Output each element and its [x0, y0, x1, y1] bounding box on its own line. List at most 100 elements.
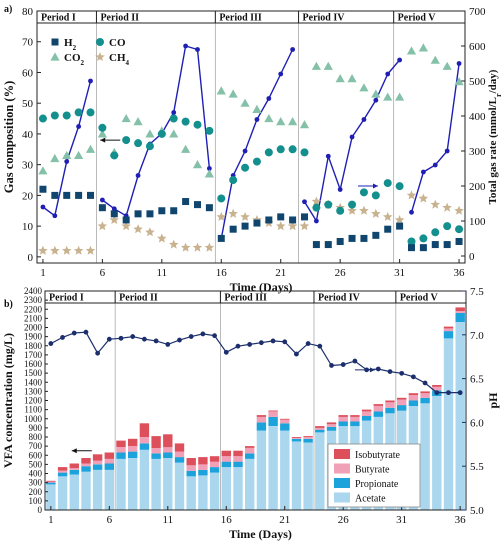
triangle-point	[323, 61, 333, 70]
y-tick-label-left: 700	[29, 441, 43, 451]
legend-label: Acetate	[355, 494, 386, 505]
star-point	[204, 242, 215, 252]
annotation-arrow-head	[100, 137, 106, 143]
bar-acetate	[46, 484, 56, 510]
bar-butyrate	[186, 465, 196, 471]
y-tick-label-left: 1800	[24, 341, 43, 351]
x-tick-label: 1	[48, 514, 54, 526]
y-tick-label-right: 0	[469, 251, 475, 263]
circle-point	[205, 126, 214, 135]
circle-point	[407, 237, 416, 246]
y-tick-label-left: 100	[29, 496, 43, 506]
legend-label-sub: 2	[73, 44, 77, 52]
ph-point	[83, 329, 89, 335]
star-point	[157, 233, 167, 243]
triangle-point	[454, 77, 464, 86]
chart-panel-b: b) Period I Period II Period III Period IV Pe…	[1, 286, 500, 541]
ph-point	[294, 351, 299, 357]
series-1	[38, 108, 464, 246]
y-tick-label-left: 40	[22, 129, 34, 141]
y-tick-label-left: 1400	[24, 377, 43, 387]
triangle-point	[121, 113, 131, 123]
ph-point	[71, 330, 77, 336]
ph-point	[422, 380, 428, 386]
y-tick-label-left: 300	[29, 478, 43, 488]
star-point	[216, 211, 226, 221]
y-tick-label-right: 6.5	[470, 374, 484, 386]
x-tick-label: 6	[107, 514, 113, 526]
bar-butyrate	[221, 456, 231, 462]
x-tick-label: 36	[455, 514, 467, 526]
star-point	[180, 242, 191, 252]
y-tick-label-left: 1600	[24, 359, 43, 369]
bar-butyrate	[163, 447, 173, 453]
bar-isobutyrate	[174, 443, 185, 452]
bar-isobutyrate	[432, 385, 442, 387]
ph-point	[329, 363, 334, 368]
star-point	[109, 215, 119, 224]
y-axis-title-right-tail: /day)	[487, 69, 499, 94]
gas-rate-point	[456, 61, 462, 66]
square-point	[134, 210, 142, 218]
bar-butyrate	[104, 458, 114, 464]
bar-acetate	[69, 474, 79, 510]
legend-label-main: CO	[109, 37, 126, 49]
period-label: Period IV	[318, 293, 361, 304]
bar-isobutyrate	[233, 450, 243, 457]
star-point	[38, 245, 48, 255]
x-axis-title: Time (Days)	[229, 527, 292, 541]
period-label: Period I	[49, 293, 84, 304]
bar-propionate	[81, 466, 91, 472]
triangle-point	[311, 61, 321, 70]
ph-point	[375, 366, 381, 372]
bar-propionate	[92, 464, 103, 470]
ph-line	[50, 331, 86, 345]
gas-rate-point	[373, 97, 379, 103]
y-tick-label-left: 1900	[24, 332, 43, 342]
triangle-point	[347, 74, 357, 83]
circle-point	[193, 120, 202, 129]
square-point	[51, 191, 59, 199]
ph-point	[200, 331, 206, 337]
bar-butyrate	[373, 406, 383, 412]
star-point	[133, 224, 143, 234]
ph-point	[165, 342, 171, 347]
circle-point	[276, 145, 285, 154]
bar-butyrate	[116, 447, 126, 453]
x-tick-label: 31	[396, 514, 407, 526]
bar-butyrate	[151, 447, 161, 454]
y-tick-label-left: 1200	[24, 396, 43, 406]
gas-rate-point	[278, 71, 284, 77]
circle-point	[336, 206, 345, 215]
circle-point	[217, 194, 226, 203]
chart-panel-a: a) Period I Period II Period III Period IV Pe…	[2, 4, 503, 294]
star-point	[276, 221, 286, 231]
gas-rate-point	[266, 96, 272, 101]
legend-label-sub: 2	[81, 59, 85, 67]
y-tick-label-left: 0	[28, 252, 34, 264]
ph-point	[317, 343, 323, 349]
y-tick-label-left: 800	[29, 432, 43, 442]
ph-point	[142, 336, 147, 342]
y-tick-label-left: 1300	[24, 386, 43, 396]
x-tick-label: 21	[279, 514, 290, 526]
legend-label-main: H	[64, 37, 73, 49]
circle-point	[431, 228, 440, 237]
legend-swatch	[334, 492, 350, 503]
bar-butyrate	[280, 419, 290, 424]
y-tick-label-left: 80	[22, 6, 34, 18]
square-point	[194, 201, 201, 209]
bar-propionate	[69, 469, 79, 475]
bar-acetate	[198, 475, 208, 510]
bar-isobutyrate	[57, 467, 68, 471]
star-point	[394, 215, 405, 224]
bar-acetate	[256, 430, 267, 510]
y-tick-label-left: 200	[29, 487, 43, 497]
square-point	[408, 244, 415, 252]
y-tick-label-left: 20	[22, 190, 34, 202]
bar-propionate	[186, 470, 196, 477]
bar-butyrate	[303, 437, 313, 439]
ph-point	[95, 350, 101, 356]
ph-point	[446, 390, 451, 396]
